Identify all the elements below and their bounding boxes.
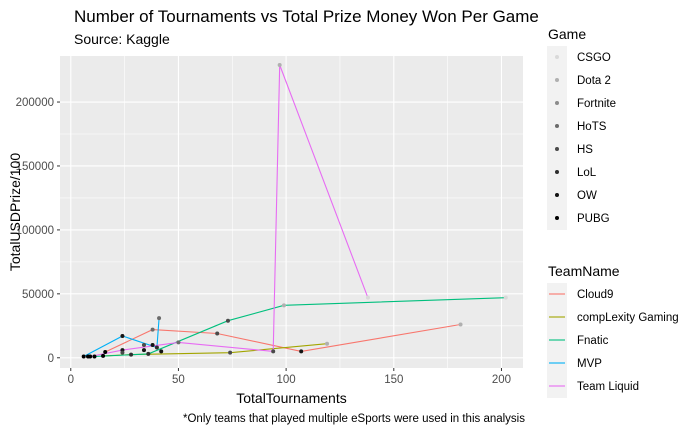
y-tick-label: 100000 [16,225,54,237]
chart-title: Number of Tournaments vs Total Prize Mon… [74,7,539,26]
y-tick-label: 150000 [16,161,54,173]
data-point [85,354,90,359]
grid [60,56,523,368]
data-point [141,348,146,353]
team-legend-label: Cloud9 [577,289,613,301]
x-tick-label: 200 [492,374,511,386]
data-point [154,345,159,350]
data-point [458,322,463,327]
game-legend-label: HS [577,144,593,156]
data-point [129,352,134,357]
series-line [83,318,160,357]
team-legend-label: compLexity Gaming [577,312,679,324]
team-legend-title: TeamName [548,263,620,279]
team-legend-label: MVP [577,358,602,370]
data-point [503,295,508,300]
x-tick-label: 0 [68,374,74,386]
game-legend: Game CSGO Dota 2 Fortnite HoTS HS LoL OW PUBG [547,26,616,230]
chart-caption: *Only teams that played multiple eSports… [183,413,525,425]
game-legend-label: PUBG [577,213,610,225]
y-tick-label: 200000 [16,97,54,109]
y-axis-ticks: 0 50000 100000 150000 200000 [16,97,60,365]
data-point [271,349,276,354]
series-line [89,64,369,358]
data-point [225,318,230,323]
y-tick-label: 0 [48,353,54,365]
x-tick-label: 100 [277,374,296,386]
data-point [150,342,155,347]
game-legend-label: Fortnite [577,98,616,110]
data-point [120,350,125,355]
y-axis-title: TotalUSDPrize/100 [7,153,23,271]
data-point [277,62,282,67]
team-legend: TeamName Cloud9 compLexity Gaming Fnatic MV… [547,263,679,398]
data-point [141,342,146,347]
game-legend-label: OW [577,190,597,202]
data-point [228,350,233,355]
data-point [146,351,151,356]
data-point [150,327,155,332]
y-tick-label: 50000 [22,289,54,301]
data-points [81,62,508,359]
game-legend-swatch [555,216,559,220]
game-legend-label: HoTS [577,121,607,133]
chart-subtitle: Source: Kaggle [74,31,170,47]
plot-panel [60,56,523,368]
data-point [159,349,164,354]
x-axis-title: TotalTournaments [236,390,347,406]
game-legend-title: Game [548,26,586,42]
x-axis-ticks: 0 50 100 150 200 [68,368,511,386]
game-legend-label: LoL [577,167,597,179]
team-legend-label: Team Liquid [577,381,639,393]
x-tick-label: 50 [172,374,185,386]
team-legend-label: Fnatic [577,335,609,347]
data-point [325,341,330,346]
game-legend-swatch [555,147,559,151]
data-point [157,316,162,321]
data-point [81,354,86,359]
game-legend-swatch [555,78,559,82]
data-point [299,349,304,354]
data-point [101,353,106,358]
x-tick-label: 150 [384,374,403,386]
data-point [281,303,286,308]
game-legend-key-background [547,46,567,230]
game-legend-swatch [555,170,559,174]
game-legend-label: Dota 2 [577,75,611,87]
game-legend-label: CSGO [577,52,611,64]
data-point [365,295,370,300]
data-point [176,340,181,345]
data-point [103,350,108,355]
data-point [215,331,220,336]
game-legend-swatch [555,193,559,197]
game-legend-swatch [555,101,559,105]
data-point [92,354,97,359]
data-point [120,334,125,339]
game-legend-swatch [555,124,559,128]
game-legend-swatch [555,55,559,59]
